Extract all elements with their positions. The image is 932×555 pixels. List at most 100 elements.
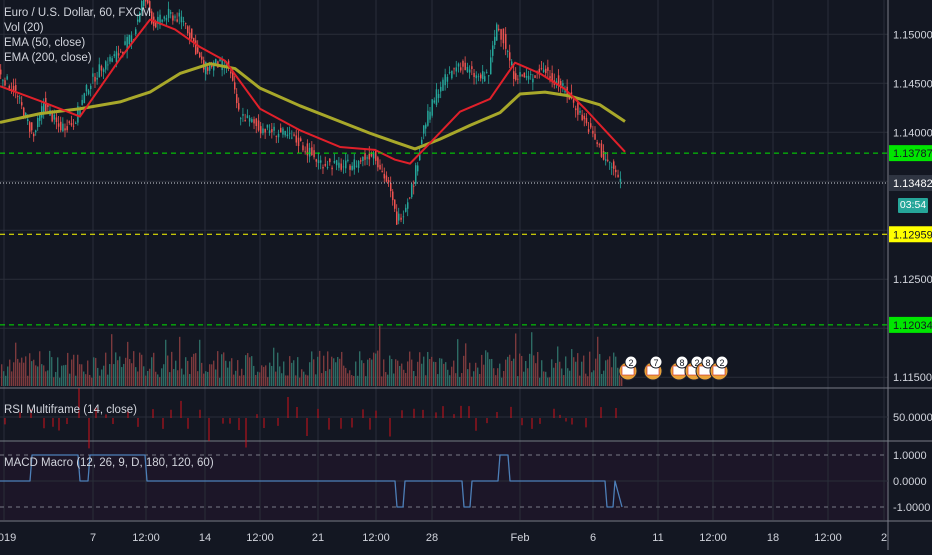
candle-body (102, 69, 105, 72)
volume-bar (295, 375, 297, 386)
volume-bar (557, 346, 559, 386)
x-tick-label: 12:00 (132, 532, 160, 544)
volume-bar (477, 367, 479, 386)
candle-body (596, 142, 598, 145)
candle-body (2, 80, 4, 82)
volume-bar (515, 333, 517, 386)
volume-bar (553, 367, 555, 386)
volume-bar (39, 351, 41, 386)
candle-body (149, 1, 151, 13)
legend-ema200[interactable]: EMA (200, close) (4, 52, 92, 64)
volume-bar (365, 376, 367, 386)
volume-bar (415, 376, 417, 386)
candle-body (560, 81, 562, 89)
candle-body (165, 17, 168, 21)
macd-pane-title[interactable]: MACD Macro (12, 26, 9, D, 180, 120, 60) (4, 457, 214, 469)
grid-group (0, 0, 888, 520)
candle-body (83, 93, 86, 103)
volume-bar (87, 360, 89, 386)
candle-body (360, 160, 362, 162)
volume-bar (429, 359, 431, 386)
candle-body (87, 90, 90, 95)
event-count-badge (715, 355, 729, 369)
volume-bar (223, 352, 225, 386)
candle-body (23, 107, 25, 118)
volume-bar (541, 360, 543, 386)
candle-body (540, 67, 543, 69)
candle-body (271, 128, 273, 133)
candle-body (549, 76, 551, 79)
volume-bar (261, 365, 263, 386)
candle-body (451, 70, 453, 79)
volume-bar (497, 368, 499, 386)
volume-bar (509, 354, 511, 386)
candle-body (419, 152, 421, 161)
candle-body (43, 103, 45, 113)
volume-bar (331, 356, 333, 386)
volume-bar (619, 374, 621, 386)
volume-bar (279, 366, 281, 386)
volume-bar (589, 351, 591, 386)
candle-body (141, 1, 143, 11)
volume-bar (489, 359, 491, 386)
candle-body (53, 114, 56, 120)
volume-bar (259, 372, 261, 386)
volume-bar (363, 363, 365, 386)
candle-body (617, 174, 619, 178)
legend-ema50[interactable]: EMA (50, close) (4, 37, 86, 49)
candle-body (0, 69, 2, 75)
candle-body (583, 115, 586, 120)
volume-bar (207, 371, 209, 386)
candle-body (532, 78, 534, 83)
volume-bar (75, 375, 77, 386)
volume-bar (151, 357, 153, 386)
volume-bar (579, 375, 581, 386)
volume-bar (433, 361, 435, 386)
candle-body (462, 60, 464, 67)
volume-bar (45, 371, 47, 386)
rsi-pane-title[interactable]: RSI Multiframe (14, close) (4, 404, 137, 416)
candle-body (159, 14, 161, 26)
y-tick-label: 1.11500 (893, 372, 932, 384)
candle-body (585, 117, 588, 124)
volume-bar (79, 364, 81, 386)
price-level-label: 1.13482 (893, 178, 932, 190)
candle-body (370, 153, 373, 157)
candle-body (180, 16, 183, 23)
candle-body (407, 202, 409, 209)
candle-body (31, 122, 33, 131)
volume-bar (55, 371, 57, 386)
candle-body (557, 75, 560, 86)
candle-body (313, 150, 315, 158)
volume-bar (411, 359, 413, 386)
volume-bar (221, 354, 223, 386)
legend-volume[interactable]: Vol (20) (4, 22, 44, 34)
volume-bar (483, 364, 485, 386)
candle-body (437, 93, 440, 98)
chart-title[interactable]: Euro / U.S. Dollar, 60, FXCM (4, 7, 151, 19)
candle-body (161, 19, 163, 22)
volume-bar (53, 377, 55, 386)
volume-bar (327, 351, 329, 386)
candle-body (277, 133, 280, 138)
candle-body (230, 71, 232, 74)
candle-body (176, 19, 178, 22)
candle-body (398, 213, 400, 221)
volume-bar (113, 364, 115, 386)
volume-bar (7, 366, 9, 386)
candle-body (542, 69, 545, 72)
volume-bar (43, 365, 45, 386)
candle-body (498, 28, 500, 31)
volume-bar (505, 359, 507, 386)
volume-bar (239, 375, 241, 386)
candle-body (468, 69, 471, 73)
candle-body (297, 137, 300, 147)
candle-body (47, 104, 49, 107)
volume-bar (329, 369, 331, 386)
volume-bar (251, 356, 253, 386)
event-count-badge (624, 355, 638, 369)
candle-body (525, 75, 528, 78)
candle-body (201, 56, 203, 60)
